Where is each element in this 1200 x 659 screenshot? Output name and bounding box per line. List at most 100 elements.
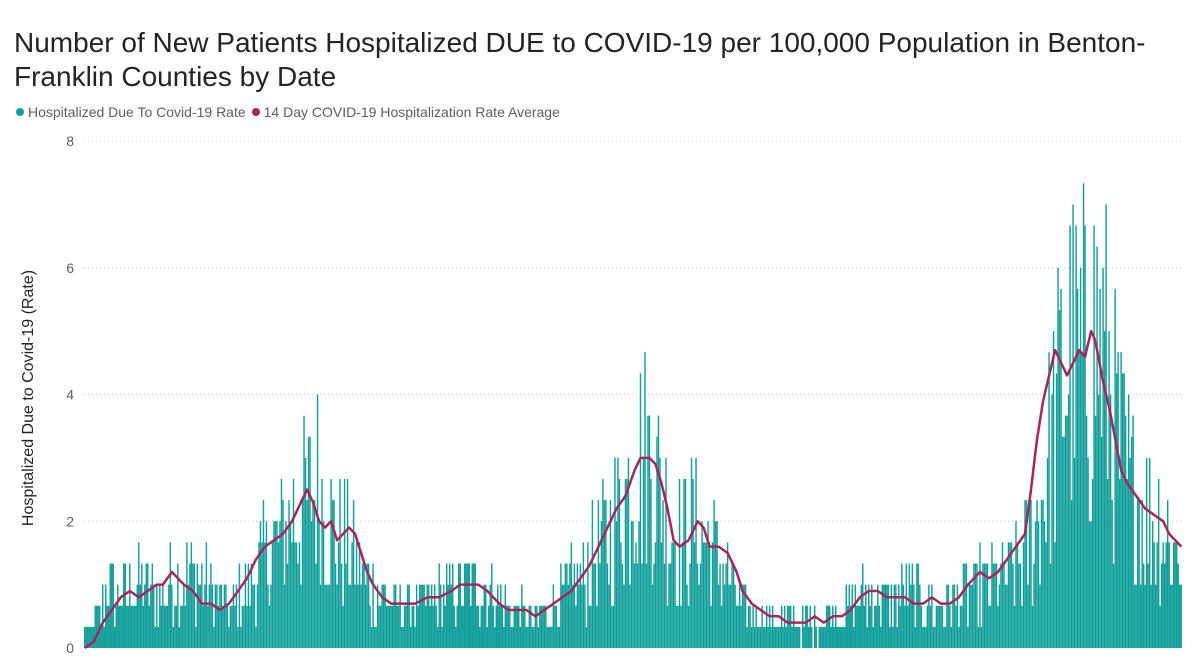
- bar[interactable]: [235, 584, 238, 648]
- bar[interactable]: [459, 563, 461, 649]
- bar[interactable]: [767, 626, 769, 648]
- bar[interactable]: [333, 500, 335, 648]
- bar[interactable]: [147, 563, 149, 649]
- bar[interactable]: [1166, 500, 1169, 648]
- bar[interactable]: [198, 584, 200, 648]
- bar[interactable]: [453, 605, 455, 648]
- bar[interactable]: [477, 605, 479, 648]
- bar[interactable]: [974, 563, 977, 649]
- bar[interactable]: [180, 605, 182, 648]
- bar[interactable]: [349, 584, 352, 648]
- bar[interactable]: [163, 605, 166, 648]
- bar[interactable]: [1060, 288, 1062, 648]
- bar[interactable]: [578, 584, 580, 648]
- bar[interactable]: [563, 584, 565, 648]
- bar[interactable]: [744, 584, 747, 648]
- bar[interactable]: [117, 584, 119, 648]
- bar[interactable]: [1180, 584, 1182, 648]
- bar[interactable]: [238, 563, 241, 649]
- bar[interactable]: [720, 605, 723, 648]
- bar[interactable]: [762, 626, 765, 648]
- bar[interactable]: [405, 605, 407, 648]
- bar[interactable]: [310, 521, 313, 648]
- bar[interactable]: [375, 626, 377, 648]
- bar[interactable]: [178, 626, 181, 648]
- bar[interactable]: [271, 542, 274, 648]
- bar[interactable]: [543, 605, 546, 648]
- bar[interactable]: [435, 605, 437, 648]
- bar[interactable]: [587, 542, 589, 648]
- bar[interactable]: [342, 605, 344, 648]
- bar[interactable]: [1132, 415, 1134, 648]
- bar[interactable]: [516, 605, 519, 648]
- bar[interactable]: [494, 626, 496, 648]
- bar[interactable]: [716, 521, 718, 648]
- bar[interactable]: [708, 542, 711, 648]
- bar[interactable]: [192, 563, 194, 649]
- bar[interactable]: [322, 521, 325, 648]
- bar[interactable]: [714, 521, 717, 648]
- bar[interactable]: [959, 605, 962, 648]
- bar[interactable]: [373, 626, 376, 648]
- bar[interactable]: [549, 626, 552, 648]
- bar[interactable]: [710, 605, 712, 648]
- bar[interactable]: [1003, 563, 1005, 649]
- bar[interactable]: [1096, 246, 1098, 648]
- bar[interactable]: [635, 542, 637, 648]
- bar[interactable]: [94, 605, 96, 648]
- bar[interactable]: [142, 605, 145, 648]
- bar[interactable]: [1156, 542, 1158, 648]
- bar[interactable]: [465, 563, 467, 649]
- bar[interactable]: [588, 605, 591, 648]
- bar[interactable]: [671, 542, 673, 648]
- bar[interactable]: [1079, 267, 1082, 648]
- bar[interactable]: [838, 626, 840, 648]
- bar[interactable]: [1016, 542, 1019, 648]
- bar[interactable]: [836, 626, 838, 648]
- bar[interactable]: [363, 563, 365, 649]
- bar[interactable]: [88, 626, 90, 648]
- bar[interactable]: [303, 415, 305, 648]
- bar[interactable]: [190, 542, 193, 648]
- bar[interactable]: [935, 605, 938, 648]
- bar[interactable]: [1000, 563, 1002, 649]
- bar[interactable]: [1130, 436, 1133, 648]
- bar[interactable]: [255, 626, 257, 648]
- bar[interactable]: [500, 584, 502, 648]
- bar[interactable]: [1018, 563, 1020, 649]
- bar[interactable]: [1106, 479, 1109, 648]
- bar[interactable]: [183, 584, 185, 648]
- bar[interactable]: [554, 605, 556, 648]
- bar[interactable]: [1076, 288, 1079, 648]
- bar[interactable]: [1138, 500, 1140, 648]
- bar[interactable]: [770, 626, 772, 648]
- bar[interactable]: [372, 563, 374, 649]
- bar[interactable]: [950, 626, 953, 648]
- bar[interactable]: [1097, 394, 1100, 649]
- bar[interactable]: [256, 584, 259, 648]
- bar[interactable]: [390, 605, 392, 648]
- bar[interactable]: [400, 626, 403, 648]
- bar[interactable]: [141, 563, 143, 649]
- bar[interactable]: [1151, 521, 1154, 648]
- bar[interactable]: [958, 626, 960, 648]
- bar[interactable]: [916, 563, 918, 649]
- bar[interactable]: [827, 605, 829, 648]
- bar[interactable]: [207, 605, 209, 648]
- bar[interactable]: [1139, 584, 1142, 648]
- bar[interactable]: [719, 563, 721, 649]
- bar[interactable]: [955, 605, 957, 648]
- bar[interactable]: [105, 584, 107, 648]
- bar[interactable]: [557, 626, 559, 648]
- bar[interactable]: [922, 626, 924, 648]
- bar[interactable]: [632, 521, 634, 648]
- bar[interactable]: [904, 605, 906, 648]
- bar[interactable]: [845, 584, 847, 648]
- bar[interactable]: [84, 626, 86, 648]
- bar[interactable]: [360, 584, 362, 648]
- bar[interactable]: [702, 542, 705, 648]
- bar[interactable]: [576, 563, 579, 649]
- bar[interactable]: [750, 626, 753, 648]
- bar[interactable]: [823, 626, 825, 648]
- bar[interactable]: [406, 584, 409, 648]
